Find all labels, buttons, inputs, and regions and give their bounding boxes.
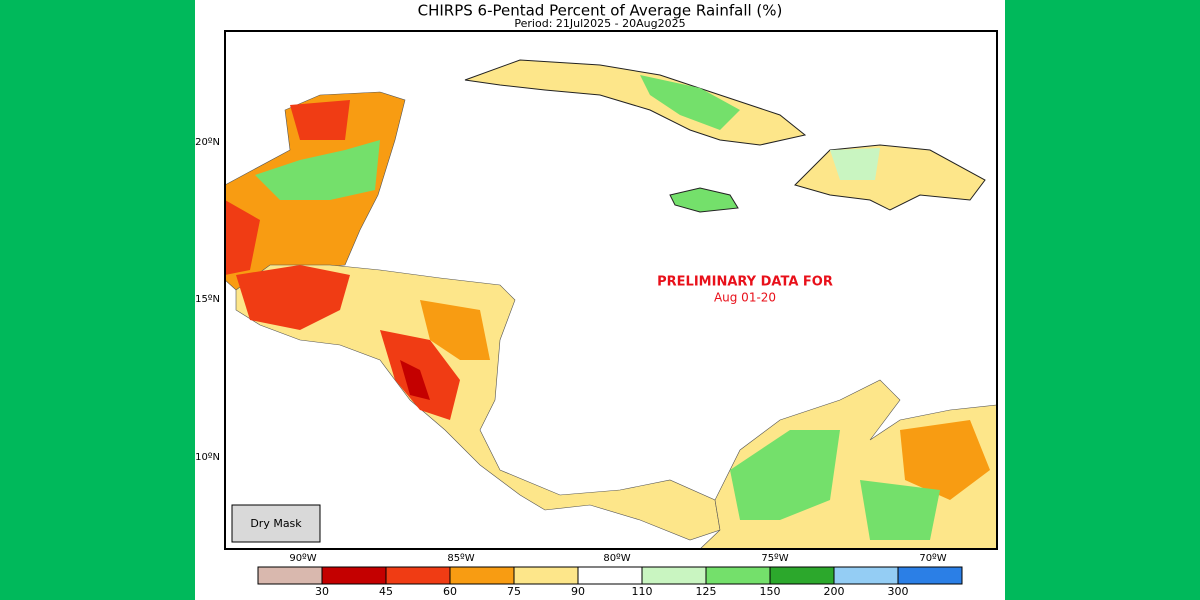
land-patch <box>830 148 880 180</box>
land-patch <box>255 140 380 200</box>
legend-tick-label: 110 <box>632 585 653 598</box>
longitude-label: 85ºW <box>447 553 474 564</box>
map-frame <box>224 30 998 550</box>
land-patch <box>640 75 740 130</box>
legend-tick-label: 200 <box>824 585 845 598</box>
dry-mask-label: Dry Mask <box>250 517 302 530</box>
legend-tick-label: 125 <box>696 585 717 598</box>
longitude-label: 90ºW <box>289 553 316 564</box>
legend-swatch <box>769 566 835 585</box>
legend-swatch <box>385 566 451 585</box>
legend-tick-label: 30 <box>315 585 329 598</box>
land-patch <box>290 100 350 140</box>
legend-tick-label: 75 <box>507 585 521 598</box>
legend-swatch <box>641 566 707 585</box>
legend-tick-label: 90 <box>571 585 585 598</box>
latitude-label: 10ºN <box>195 452 220 463</box>
land-patch <box>236 265 350 330</box>
annotation: Aug 01-20 <box>714 291 776 305</box>
land <box>669 187 739 213</box>
land-patch <box>900 420 990 500</box>
subtitle: Period: 21Jul2025 - 20Aug2025 <box>514 17 685 30</box>
legend-swatch <box>897 566 963 585</box>
legend-swatch <box>705 566 771 585</box>
longitude-label: 80ºW <box>603 553 630 564</box>
map: PRELIMINARY DATA FOR Aug 01-20 Dry Mask <box>224 30 998 550</box>
legend-swatch <box>321 566 387 585</box>
longitude-label: 70ºW <box>919 553 946 564</box>
land-patch <box>420 300 490 360</box>
land-patch <box>730 430 840 520</box>
legend-swatch <box>833 566 899 585</box>
latitude-label: 15ºN <box>195 294 220 305</box>
legend-tick-label: 150 <box>760 585 781 598</box>
legend-swatch <box>577 566 643 585</box>
land-patch <box>225 200 260 275</box>
latitude-label: 20ºN <box>195 137 220 148</box>
legend-swatch <box>513 566 579 585</box>
legend-tick-label: 300 <box>888 585 909 598</box>
dry-mask-box <box>231 504 321 543</box>
legend-swatch <box>449 566 515 585</box>
longitude-label: 75ºW <box>761 553 788 564</box>
title: CHIRPS 6-Pentad Percent of Average Rainf… <box>418 2 783 20</box>
legend-tick-label: 45 <box>379 585 393 598</box>
annotation: PRELIMINARY DATA FOR <box>657 275 833 290</box>
land-patch <box>860 480 940 540</box>
land-patch <box>400 360 430 400</box>
legend-tick-label: 60 <box>443 585 457 598</box>
legend-swatch <box>257 566 323 585</box>
